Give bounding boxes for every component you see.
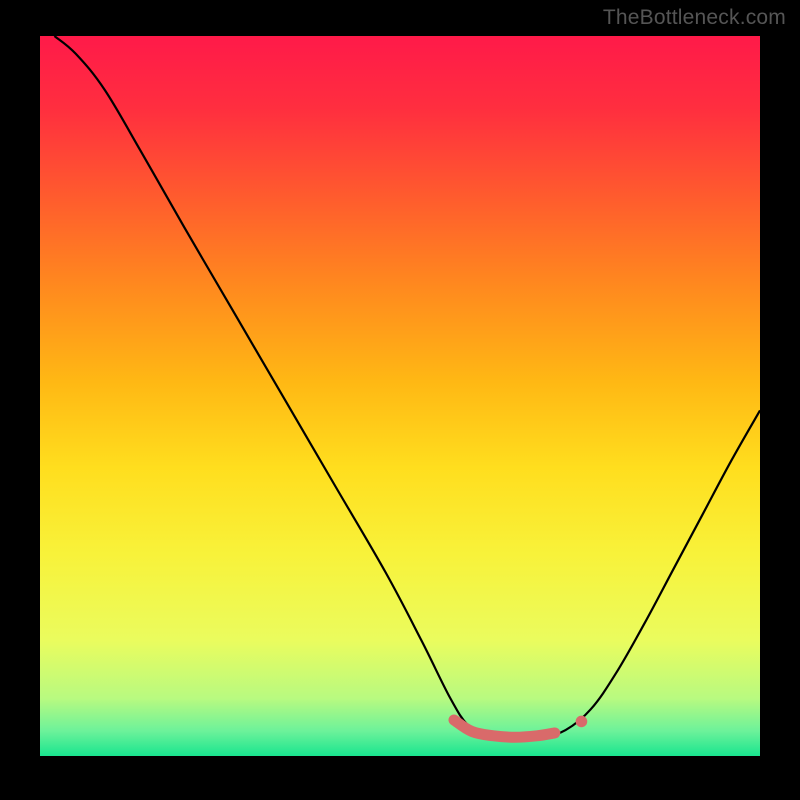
- plot-background: [40, 36, 760, 756]
- watermark-text: TheBottleneck.com: [603, 6, 786, 30]
- chart-frame: TheBottleneck.com: [0, 0, 800, 800]
- bottleneck-curve-chart: [0, 0, 800, 800]
- trough-highlight-dot: [576, 716, 588, 728]
